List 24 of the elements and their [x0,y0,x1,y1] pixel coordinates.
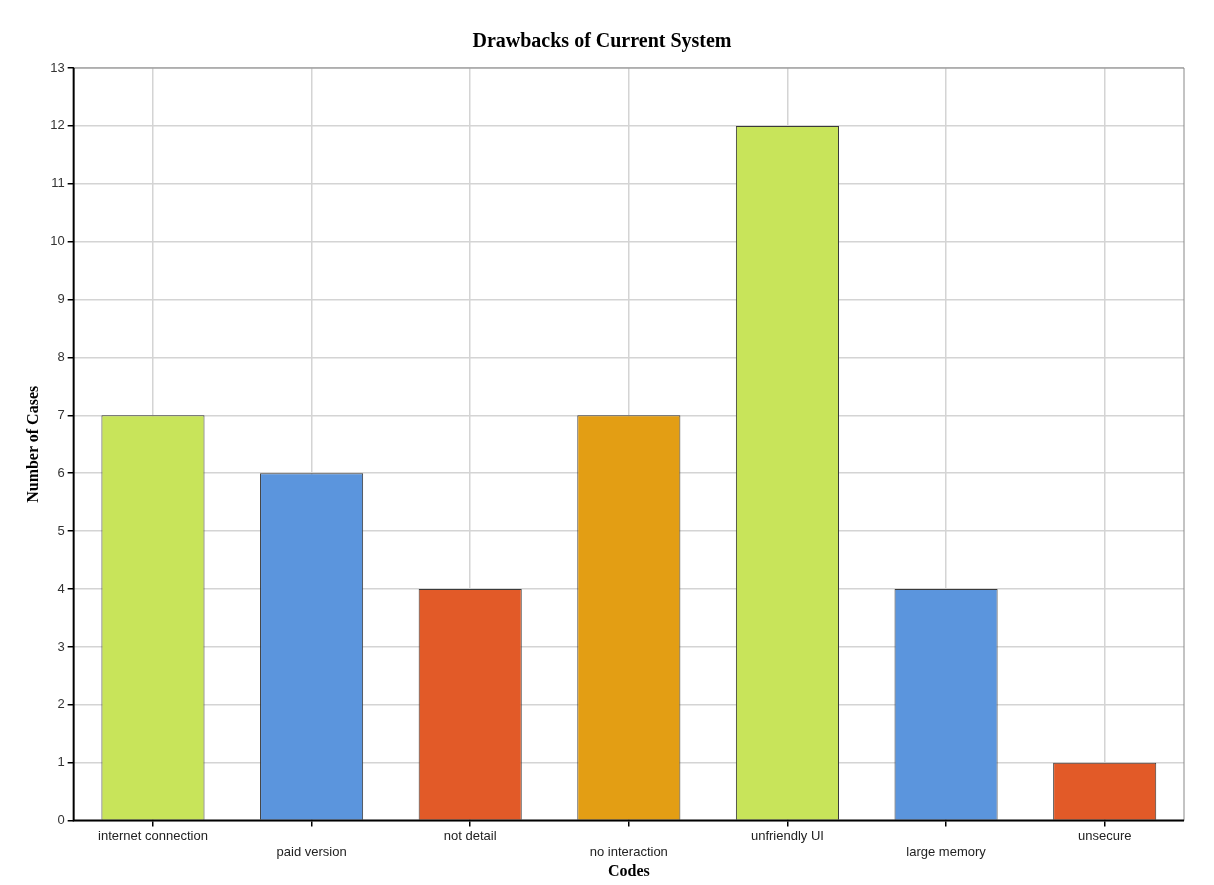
x-tick-label: unsecure [1077,827,1132,843]
y-axis-title: Number of Cases [23,385,41,503]
x-tick-label: unfriendly UI [750,827,824,843]
y-tick-label: 1 [57,754,65,770]
y-tick-label: 3 [57,638,65,654]
x-tick-label: large memory [906,843,987,859]
y-tick-label: 11 [51,175,65,191]
x-tick-label: internet connection [98,827,208,843]
y-tick-label: 10 [50,233,65,249]
chart-title: Drawbacks of Current System [472,29,732,53]
y-tick-label: 8 [57,349,65,365]
y-tick-label: 2 [57,696,65,712]
y-tick-label: 5 [57,522,65,538]
y-tick-label: 12 [50,117,65,133]
y-tick-label: 13 [50,59,65,75]
x-tick-label: no interaction [589,843,668,859]
y-tick-label: 9 [57,291,65,307]
y-tick-label: 4 [57,580,65,596]
x-axis-title: Codes [607,861,650,879]
x-tick-label: not detail [443,827,497,843]
x-tick-label: paid version [276,843,347,859]
y-tick-label: 7 [57,406,65,422]
y-tick-label: 0 [57,812,65,828]
y-tick-label: 6 [57,464,65,480]
